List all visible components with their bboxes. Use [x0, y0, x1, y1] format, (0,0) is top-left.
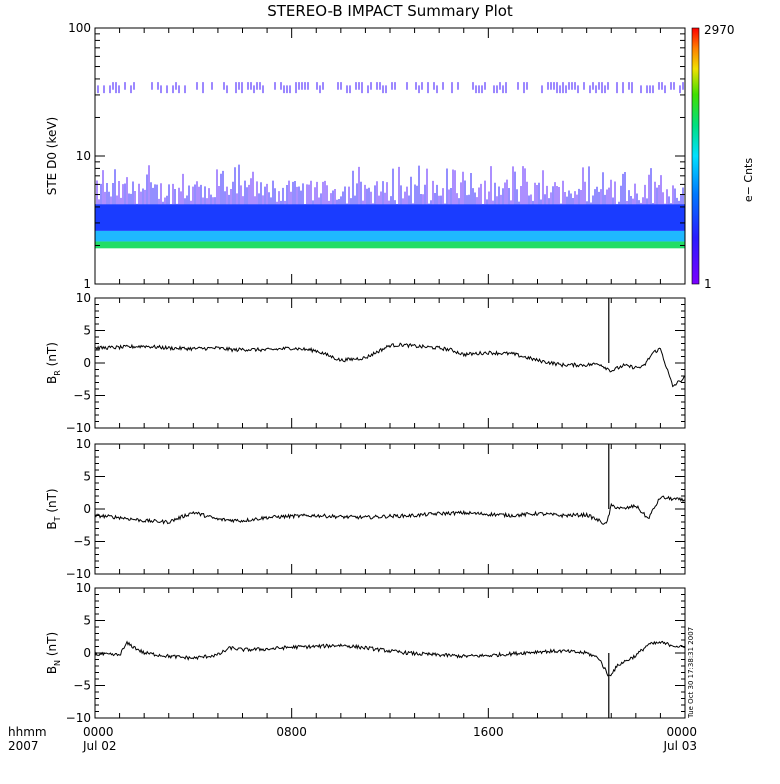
x-date-label: Jul 02	[82, 739, 117, 753]
colorbar-label: e− Cnts	[742, 158, 755, 202]
spectrogram-heatmap	[94, 82, 685, 249]
spectrogram-band	[95, 241, 685, 249]
generation-timestamp: Tue Oct 30 17:38:31 2007	[687, 627, 695, 719]
y-tick-label: 1	[83, 277, 91, 291]
y-tick-label: 0	[83, 356, 91, 370]
bn-y-ticks: 10 5 0 −5 −10	[66, 581, 685, 725]
colorbar-gradient	[691, 27, 700, 285]
y-tick-label: −10	[66, 711, 91, 725]
x-tick-label: 0800	[276, 725, 307, 739]
colorbar: 2970 1 e− Cnts	[691, 23, 755, 291]
bt-panel: 10 5 0 −5 −10 BT (nT)	[45, 437, 686, 581]
spectrogram-y-ticks: 1 10 100	[68, 21, 685, 291]
bn-ylabel: BN (nT)	[45, 632, 62, 674]
spectrogram-band	[95, 204, 685, 231]
x-tick-label: 1600	[473, 725, 504, 739]
bt-y-ticks: 10 5 0 −5 −10	[66, 437, 685, 581]
y-tick-label: −5	[73, 535, 91, 549]
colorbar-max-label: 2970	[704, 23, 735, 37]
y-tick-label: 10	[76, 437, 91, 451]
y-tick-label: 5	[83, 470, 91, 484]
bt-series-line	[94, 495, 686, 525]
y-tick-label: 5	[83, 614, 91, 628]
y-tick-label: 10	[76, 581, 91, 595]
y-tick-label: 100	[68, 21, 91, 35]
bt-ylabel: BT (nT)	[45, 488, 62, 529]
y-tick-label: 10	[76, 149, 91, 163]
spectrogram-ylabel: STE D0 (keV)	[45, 117, 59, 196]
y-tick-label: 0	[83, 502, 91, 516]
y-tick-label: −10	[66, 567, 91, 581]
x-tick-label: 0000	[666, 725, 697, 739]
bn-panel: 10 5 0 −5 −10 BN (nT) Tue Oct 30 17:38:31 20…	[45, 581, 695, 725]
year-label: 2007	[8, 739, 39, 753]
br-ylabel: BR (nT)	[45, 342, 62, 384]
spectrogram-panel: 1 10 100 STE D0 (keV)	[45, 21, 686, 291]
y-tick-label: 0	[83, 646, 91, 660]
x-date-label: Jul 03	[662, 739, 697, 753]
chart-title: STEREO-B IMPACT Summary Plot	[267, 2, 513, 20]
hhmm-label: hhmm	[8, 725, 47, 739]
colorbar-min-label: 1	[704, 277, 712, 291]
spectrogram-band	[95, 230, 685, 242]
y-tick-label: 10	[76, 291, 91, 305]
br-frame	[94, 297, 686, 429]
bt-frame	[94, 443, 686, 575]
br-series-line	[94, 342, 686, 388]
br-y-ticks: 10 5 0 −5 −10	[66, 291, 685, 435]
x-tick-label: 0000	[83, 725, 114, 739]
y-tick-label: −5	[73, 389, 91, 403]
bn-series-line	[94, 640, 686, 677]
br-panel: 10 5 0 −5 −10 BR (nT)	[45, 291, 686, 435]
y-tick-label: −10	[66, 421, 91, 435]
y-tick-label: −5	[73, 679, 91, 693]
y-tick-label: 5	[83, 324, 91, 338]
